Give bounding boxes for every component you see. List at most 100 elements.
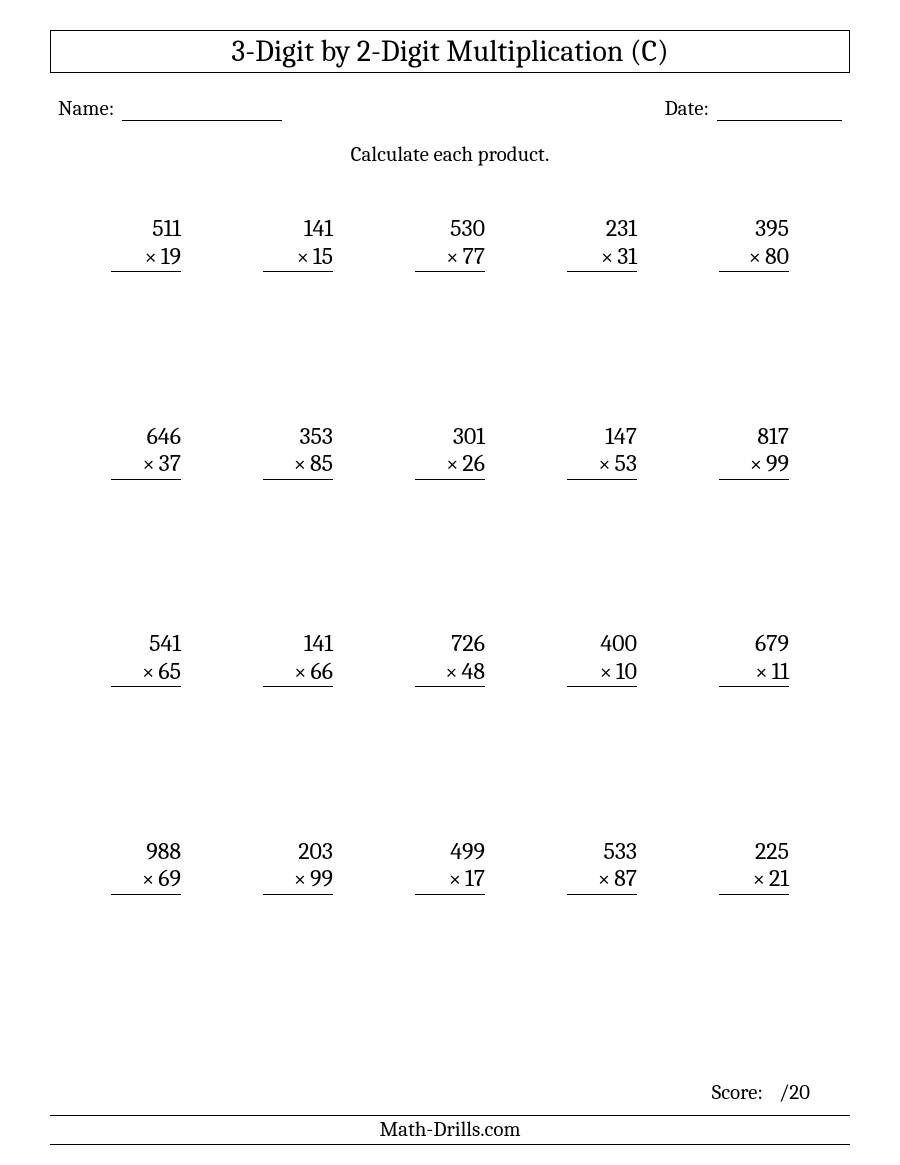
multiplier-row: ×48 (415, 658, 485, 688)
times-sign-icon: × (445, 660, 457, 685)
multiplier-row: ×31 (567, 243, 637, 273)
multiplier-row: ×85 (263, 450, 333, 480)
multiplier: 77 (462, 243, 485, 271)
multiplicand: 225 (719, 838, 789, 866)
name-input-line[interactable] (122, 120, 282, 121)
times-sign-icon: × (446, 245, 458, 270)
multiplier-row: ×15 (263, 243, 333, 273)
header-row: Name: Date: (50, 97, 850, 121)
problem-cell: 646×37 (70, 423, 222, 631)
multiplier-row: ×17 (415, 865, 485, 895)
multiplier: 53 (615, 450, 637, 478)
name-field: Name: (58, 97, 282, 121)
problem-cell: 141×15 (222, 215, 374, 423)
problem-cell: 395×80 (678, 215, 830, 423)
multiplier: 17 (465, 865, 485, 893)
multiplier-row: ×77 (415, 243, 485, 273)
times-sign-icon: × (598, 452, 610, 477)
multiplicand: 499 (415, 838, 485, 866)
multiplicand: 726 (415, 630, 485, 658)
problem-cell: 147×53 (526, 423, 678, 631)
times-sign-icon: × (294, 660, 306, 685)
multiplier-row: ×26 (415, 450, 485, 480)
problem-cell: 231×31 (526, 215, 678, 423)
instruction-text: Calculate each product. (50, 143, 850, 167)
problem-cell: 511×19 (70, 215, 222, 423)
multiplier-row: ×53 (567, 450, 637, 480)
multiplier-row: ×10 (567, 658, 637, 688)
multiplier: 65 (158, 658, 181, 686)
problem-cell: 679×11 (678, 630, 830, 838)
problem-cell: 301×26 (374, 423, 526, 631)
multiplicand: 203 (263, 838, 333, 866)
multiplicand: 395 (719, 215, 789, 243)
score-value: /20 (779, 1081, 810, 1105)
multiplier-row: ×87 (567, 865, 637, 895)
problem-cell: 726×48 (374, 630, 526, 838)
multiplier-row: ×99 (719, 450, 789, 480)
problem-cell: 541×65 (70, 630, 222, 838)
multiplier: 69 (158, 865, 181, 893)
times-sign-icon: × (145, 245, 157, 270)
multiplier: 15 (313, 243, 333, 271)
multiplier: 99 (310, 865, 333, 893)
score-label: Score: (712, 1081, 763, 1105)
problem-cell: 400×10 (526, 630, 678, 838)
multiplier: 11 (772, 658, 789, 686)
multiplicand: 541 (111, 630, 181, 658)
multiplier-row: ×19 (111, 243, 181, 273)
multiplicand: 533 (567, 838, 637, 866)
times-sign-icon: × (750, 452, 762, 477)
multiplicand: 231 (567, 215, 637, 243)
multiplicand: 147 (567, 423, 637, 451)
multiplier: 10 (616, 658, 637, 686)
times-sign-icon: × (142, 867, 154, 892)
multiplier: 21 (769, 865, 789, 893)
times-sign-icon: × (755, 660, 767, 685)
times-sign-icon: × (449, 867, 461, 892)
multiplicand: 400 (567, 630, 637, 658)
multiplier: 87 (614, 865, 637, 893)
multiplier-row: ×37 (111, 450, 181, 480)
date-label: Date: (665, 97, 709, 121)
problem-cell: 988×69 (70, 838, 222, 1046)
times-sign-icon: × (294, 452, 306, 477)
problems-grid: 511×19141×15530×77231×31395×80646×37353×… (50, 215, 850, 1045)
multiplier-row: ×11 (719, 658, 789, 688)
multiplicand: 141 (263, 215, 333, 243)
problem-cell: 203×99 (222, 838, 374, 1046)
multiplier-row: ×66 (263, 658, 333, 688)
problem-cell: 225×21 (678, 838, 830, 1046)
date-field: Date: (665, 97, 842, 121)
problem-cell: 817×99 (678, 423, 830, 631)
multiplicand: 817 (719, 423, 789, 451)
multiplicand: 301 (415, 423, 485, 451)
multiplier: 31 (617, 243, 637, 271)
multiplicand: 353 (263, 423, 333, 451)
times-sign-icon: × (297, 245, 309, 270)
problem-cell: 499×17 (374, 838, 526, 1046)
multiplicand: 988 (111, 838, 181, 866)
multiplier-row: ×99 (263, 865, 333, 895)
multiplier: 19 (161, 243, 181, 271)
multiplier: 99 (766, 450, 789, 478)
multiplier: 85 (310, 450, 333, 478)
multiplicand: 646 (111, 423, 181, 451)
multiplier-row: ×69 (111, 865, 181, 895)
multiplier: 48 (462, 658, 485, 686)
multiplier-row: ×65 (111, 658, 181, 688)
worksheet-title: 3-Digit by 2-Digit Multiplication (C) (50, 30, 850, 73)
multiplier: 26 (462, 450, 485, 478)
times-sign-icon: × (142, 452, 154, 477)
multiplier: 37 (159, 450, 181, 478)
times-sign-icon: × (142, 660, 154, 685)
multiplicand: 511 (111, 215, 181, 243)
times-sign-icon: × (446, 452, 458, 477)
times-sign-icon: × (749, 245, 761, 270)
multiplicand: 530 (415, 215, 485, 243)
footer: Math-Drills.com (50, 1115, 850, 1145)
date-input-line[interactable] (717, 120, 842, 121)
times-sign-icon: × (598, 867, 610, 892)
name-label: Name: (58, 97, 114, 121)
problem-cell: 141×66 (222, 630, 374, 838)
